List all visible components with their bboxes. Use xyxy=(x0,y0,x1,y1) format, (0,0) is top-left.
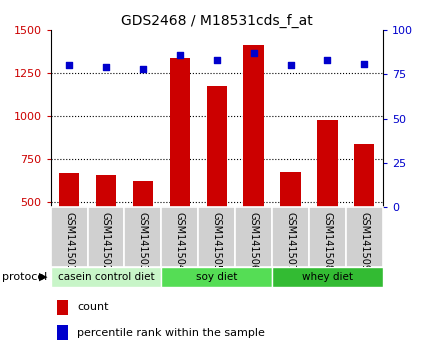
Bar xyxy=(206,86,227,288)
Bar xyxy=(57,325,68,340)
Bar xyxy=(170,58,190,288)
Text: GSM141509: GSM141509 xyxy=(359,212,369,271)
Bar xyxy=(235,207,272,267)
Bar xyxy=(272,207,309,267)
Bar xyxy=(161,267,272,287)
Bar xyxy=(51,207,88,267)
Text: protocol: protocol xyxy=(2,272,48,282)
Text: whey diet: whey diet xyxy=(302,272,353,282)
Point xyxy=(324,57,331,63)
Point xyxy=(176,52,183,58)
Bar xyxy=(96,175,116,288)
Bar xyxy=(346,207,383,267)
Bar xyxy=(280,172,301,288)
Text: GSM141505: GSM141505 xyxy=(212,212,222,271)
Text: GSM141503: GSM141503 xyxy=(138,212,148,271)
Text: GSM141504: GSM141504 xyxy=(175,212,185,271)
Text: percentile rank within the sample: percentile rank within the sample xyxy=(77,328,265,338)
Text: casein control diet: casein control diet xyxy=(58,272,154,282)
Bar xyxy=(354,143,374,288)
Title: GDS2468 / M18531cds_f_at: GDS2468 / M18531cds_f_at xyxy=(121,13,312,28)
Text: GSM141507: GSM141507 xyxy=(286,212,296,271)
Point xyxy=(361,61,368,67)
Point xyxy=(103,64,110,70)
Bar xyxy=(198,207,235,267)
Bar xyxy=(51,267,161,287)
Text: GSM141506: GSM141506 xyxy=(249,212,259,271)
Bar xyxy=(88,207,125,267)
Bar xyxy=(125,207,161,267)
Point xyxy=(250,50,257,56)
Text: ▶: ▶ xyxy=(39,272,47,282)
Bar xyxy=(309,207,346,267)
Point xyxy=(66,63,73,68)
Bar xyxy=(133,181,153,288)
Bar xyxy=(243,45,264,288)
Point xyxy=(213,57,220,63)
Bar xyxy=(57,300,68,315)
Point xyxy=(139,66,147,72)
Bar xyxy=(161,207,198,267)
Text: count: count xyxy=(77,302,109,313)
Text: GSM141508: GSM141508 xyxy=(323,212,333,271)
Text: soy diet: soy diet xyxy=(196,272,238,282)
Text: GSM141501: GSM141501 xyxy=(64,212,74,271)
Bar xyxy=(272,267,383,287)
Bar xyxy=(59,173,79,288)
Text: GSM141502: GSM141502 xyxy=(101,212,111,271)
Point xyxy=(287,63,294,68)
Bar xyxy=(317,120,337,288)
